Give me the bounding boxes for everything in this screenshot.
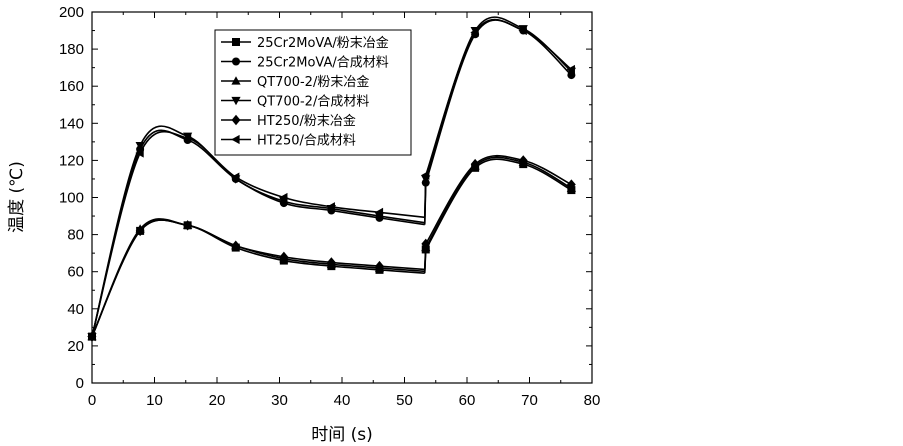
- data-point: [231, 240, 241, 251]
- series-5: [87, 154, 576, 342]
- axes: 0 10 20 30 40 50 60 70 80 0 20 40 60 80 100 120 140 160 18…: [59, 4, 600, 409]
- x-tick-label: 0: [88, 392, 96, 409]
- legend-label: HT250/粉末冶金: [257, 113, 356, 129]
- data-point: [374, 207, 384, 217]
- data-point: [87, 332, 96, 342]
- series-step-line: [423, 175, 427, 218]
- data-point: [566, 179, 576, 190]
- series-line-part: [425, 158, 572, 250]
- series-layer: [87, 16, 576, 342]
- data-point: [279, 192, 288, 203]
- series-line-part: [91, 219, 425, 337]
- y-tick-label: 80: [67, 227, 84, 244]
- data-point: [182, 133, 192, 143]
- y-tick-label: 60: [67, 264, 84, 281]
- series-3: [87, 156, 576, 341]
- series-line-part: [424, 18, 572, 176]
- data-point: [375, 260, 384, 272]
- legend-label: QT700-2/合成材料: [257, 95, 369, 110]
- legend-marker: [232, 38, 240, 46]
- data-point: [326, 202, 335, 212]
- data-point: [183, 220, 193, 231]
- legend-marker: [231, 134, 240, 145]
- legend-marker: [231, 76, 241, 85]
- x-tick-label: 20: [209, 392, 226, 409]
- data-point: [518, 155, 528, 166]
- data-point: [470, 27, 479, 38]
- y-tick-label: 160: [59, 78, 84, 95]
- legend: 25Cr2MoVA/粉末冶金 25Cr2MoVA/合成材料 QT700-2/粉末冶金…: [214, 29, 412, 156]
- data-point: [470, 158, 480, 170]
- data-point: [230, 172, 240, 182]
- y-tick-label: 140: [59, 115, 84, 132]
- legend-item: 25Cr2MoVA/合成材料: [221, 56, 389, 71]
- x-tick-label: 30: [271, 392, 288, 409]
- y-tick-label: 120: [59, 152, 84, 169]
- data-point: [135, 141, 145, 151]
- legend-item: 25Cr2MoVA/粉末冶金: [221, 35, 389, 51]
- data-point: [326, 257, 336, 268]
- x-axis-title: 时间 (s): [311, 425, 373, 445]
- legend-item: QT700-2/合成材料: [221, 95, 369, 110]
- legend-box: [214, 29, 412, 156]
- x-tick-label: 40: [334, 392, 351, 409]
- data-point: [421, 238, 431, 250]
- x-tick-label: 60: [459, 392, 476, 409]
- legend-marker: [232, 57, 240, 66]
- y-tick-label: 0: [76, 375, 84, 392]
- series-1: [88, 158, 576, 341]
- series-line-part: [425, 154, 572, 245]
- x-tick-label: 10: [146, 392, 163, 409]
- data-point: [279, 251, 289, 263]
- data-point: [518, 25, 527, 36]
- series-line-part: [424, 19, 572, 183]
- series-6: [87, 18, 575, 342]
- legend-label: QT700-2/粉末冶金: [257, 74, 369, 90]
- y-tick-label: 180: [59, 41, 84, 58]
- legend-item: HT250/粉末冶金: [221, 113, 356, 129]
- x-tick-label: 80: [584, 392, 601, 409]
- legend-item: QT700-2/粉末冶金: [221, 74, 369, 90]
- series-line-part: [91, 218, 425, 337]
- legend-label: 25Cr2MoVA/合成材料: [257, 56, 389, 71]
- data-point: [566, 64, 575, 75]
- legend-label: HT250/合成材料: [257, 134, 356, 149]
- legend-label: 25Cr2MoVA/粉末冶金: [257, 35, 389, 51]
- y-tick-label: 40: [67, 301, 84, 318]
- y-axis-title: 温度 (℃): [7, 161, 27, 233]
- data-point: [135, 225, 145, 237]
- legend-marker: [231, 114, 241, 126]
- x-tick-label: 50: [396, 392, 413, 409]
- legend-marker: [231, 96, 241, 106]
- y-tick-label: 100: [59, 190, 84, 207]
- y-tick-label: 200: [59, 4, 84, 21]
- series-line-part: [424, 16, 572, 180]
- data-point: [420, 170, 430, 180]
- data-point: [135, 148, 144, 158]
- y-tick-label: 20: [67, 338, 84, 355]
- series-line-part: [91, 219, 425, 337]
- series-line-part: [425, 156, 572, 248]
- legend-item: HT250/合成材料: [221, 134, 356, 149]
- x-tick-label: 70: [521, 392, 538, 409]
